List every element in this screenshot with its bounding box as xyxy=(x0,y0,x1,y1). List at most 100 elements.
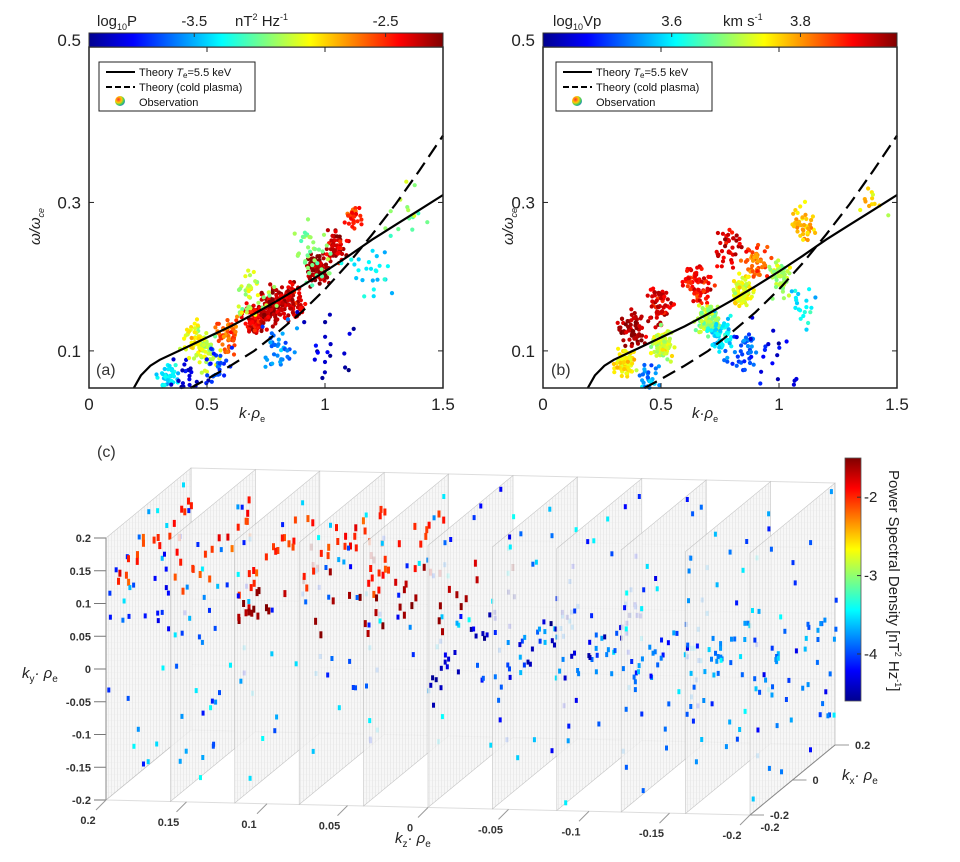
observation-point xyxy=(264,327,269,332)
observation-point xyxy=(279,285,285,290)
psd-cell xyxy=(301,500,305,506)
observation-point xyxy=(661,305,666,310)
psd-cell xyxy=(615,630,619,636)
psd-cell xyxy=(126,695,130,701)
observation-point xyxy=(692,291,697,296)
ky-tick-label: -0.05 xyxy=(66,697,91,709)
observation-point xyxy=(649,304,654,309)
observation-point xyxy=(325,257,330,262)
psd-cell xyxy=(244,517,248,525)
observation-point xyxy=(707,319,712,324)
observation-point xyxy=(280,331,285,336)
observation-point xyxy=(307,271,312,276)
psd-cell xyxy=(342,559,346,565)
psd-cell xyxy=(832,636,836,642)
observation-point xyxy=(298,298,303,303)
observation-point xyxy=(267,293,272,298)
psd-cell xyxy=(365,683,368,689)
psd-cell xyxy=(649,673,653,679)
psd-cell xyxy=(210,698,214,704)
observation-point xyxy=(173,363,178,368)
psd-cell xyxy=(411,652,415,658)
psd-cell xyxy=(634,670,638,676)
psd-cell xyxy=(244,609,248,617)
observation-point xyxy=(412,183,417,188)
colorbar-title: Power Spectral Density [nT2 Hz-1] xyxy=(885,470,903,691)
observation-point xyxy=(243,292,248,297)
psd-cell xyxy=(610,671,614,677)
observation-point xyxy=(377,263,382,268)
observation-point xyxy=(171,357,176,362)
psd-cell xyxy=(743,708,747,714)
observation-point xyxy=(269,331,274,336)
psd-cell xyxy=(597,721,601,727)
psd-cell xyxy=(181,587,185,595)
observation-point xyxy=(281,311,287,316)
observation-point xyxy=(757,272,762,277)
observation-point xyxy=(622,367,627,372)
observation-point xyxy=(637,324,642,329)
observation-point xyxy=(176,371,181,376)
psd-cell xyxy=(137,534,141,540)
psd-cell xyxy=(550,748,554,754)
observation-point xyxy=(188,366,193,371)
psd-cell xyxy=(498,717,502,723)
psd-cell xyxy=(677,689,681,695)
psd-cell xyxy=(358,593,362,601)
observation-point xyxy=(667,305,672,310)
psd-cell xyxy=(302,572,306,580)
psd-cell xyxy=(160,609,164,615)
observation-point xyxy=(189,370,194,375)
psd-cell xyxy=(432,702,435,708)
psd-cell xyxy=(754,686,758,692)
observation-point xyxy=(737,303,742,309)
observation-point xyxy=(198,353,203,358)
observation-point xyxy=(742,293,747,299)
psd-cell xyxy=(142,761,145,767)
psd-cell xyxy=(439,665,443,671)
observation-point xyxy=(306,245,311,250)
observation-point xyxy=(322,370,327,375)
observation-point xyxy=(236,304,241,309)
observation-point xyxy=(611,361,617,367)
psd-cell xyxy=(327,594,331,600)
psd-cell xyxy=(351,685,355,690)
observation-point xyxy=(688,267,693,272)
psd-cell xyxy=(672,630,676,636)
psd-cell xyxy=(784,697,788,702)
observation-point xyxy=(618,360,623,365)
psd-cell xyxy=(257,587,261,595)
observation-point xyxy=(631,329,636,334)
ky-tick-label: 0.1 xyxy=(76,599,91,611)
psd-cell xyxy=(769,546,773,552)
observation-point xyxy=(346,221,351,226)
psd-cell xyxy=(623,605,627,611)
colorbar xyxy=(542,32,898,48)
psd-cell xyxy=(715,658,719,664)
psd-cell xyxy=(364,512,368,518)
psd-cell xyxy=(397,540,401,548)
psd-cell xyxy=(554,626,558,632)
psd-cell xyxy=(164,566,168,572)
observation-point xyxy=(246,289,251,294)
kz-axis-label: kz· ρe xyxy=(395,830,431,850)
psd-cell xyxy=(543,629,547,635)
observation-point xyxy=(734,335,739,340)
observation-point xyxy=(294,326,300,331)
colorbar-tick-label: 3.8 xyxy=(790,13,811,30)
psd-cell xyxy=(667,701,671,707)
observation-point xyxy=(271,352,277,357)
ky-tick-label: 0.15 xyxy=(70,566,91,578)
observation-point xyxy=(803,212,808,217)
psd-cell xyxy=(252,605,256,613)
observation-point xyxy=(270,361,275,366)
psd-cell xyxy=(239,678,243,684)
observation-point xyxy=(703,296,709,301)
kz-tick-label: 0.05 xyxy=(319,821,340,833)
psd-cell xyxy=(692,684,696,690)
observation-point xyxy=(714,317,720,322)
observation-point xyxy=(261,320,266,326)
observation-point xyxy=(259,290,264,295)
observation-point xyxy=(740,352,745,357)
observation-point xyxy=(272,284,277,290)
